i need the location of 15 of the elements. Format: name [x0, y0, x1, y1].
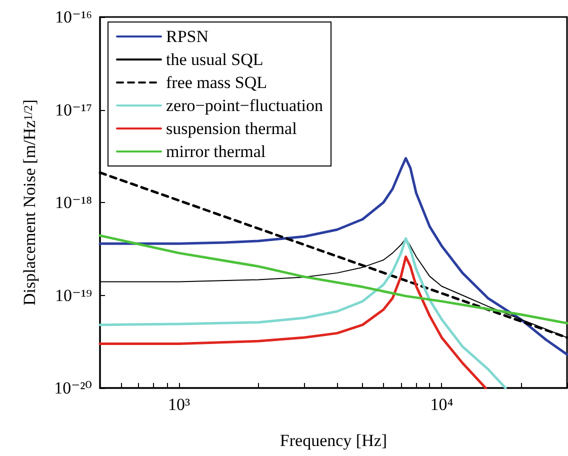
y-tick-label: 10⁻¹⁷ [55, 100, 92, 120]
y-tick-label: 10⁻¹⁸ [55, 193, 92, 212]
y-tick-label: 10⁻¹⁹ [55, 286, 92, 305]
legend-label: suspension thermal [166, 119, 298, 138]
y-tick-label: 10⁻¹⁶ [55, 8, 92, 26]
x-axis-title: Frequency [Hz] [280, 431, 388, 450]
y-tick-label: 10⁻²⁰ [54, 378, 92, 398]
x-tick-label: 10⁴ [430, 395, 454, 414]
legend-label: the usual SQL [166, 50, 264, 69]
y-axis-title: Displacement Noise [m/Hz1/2] [20, 99, 39, 306]
x-tick-label: 10³ [168, 395, 190, 414]
legend-label: zero−point−fluctuation [166, 96, 324, 115]
legend-label: mirror thermal [166, 142, 266, 161]
legend-label: RPSN [166, 27, 209, 46]
legend-label: free mass SQL [166, 73, 268, 92]
